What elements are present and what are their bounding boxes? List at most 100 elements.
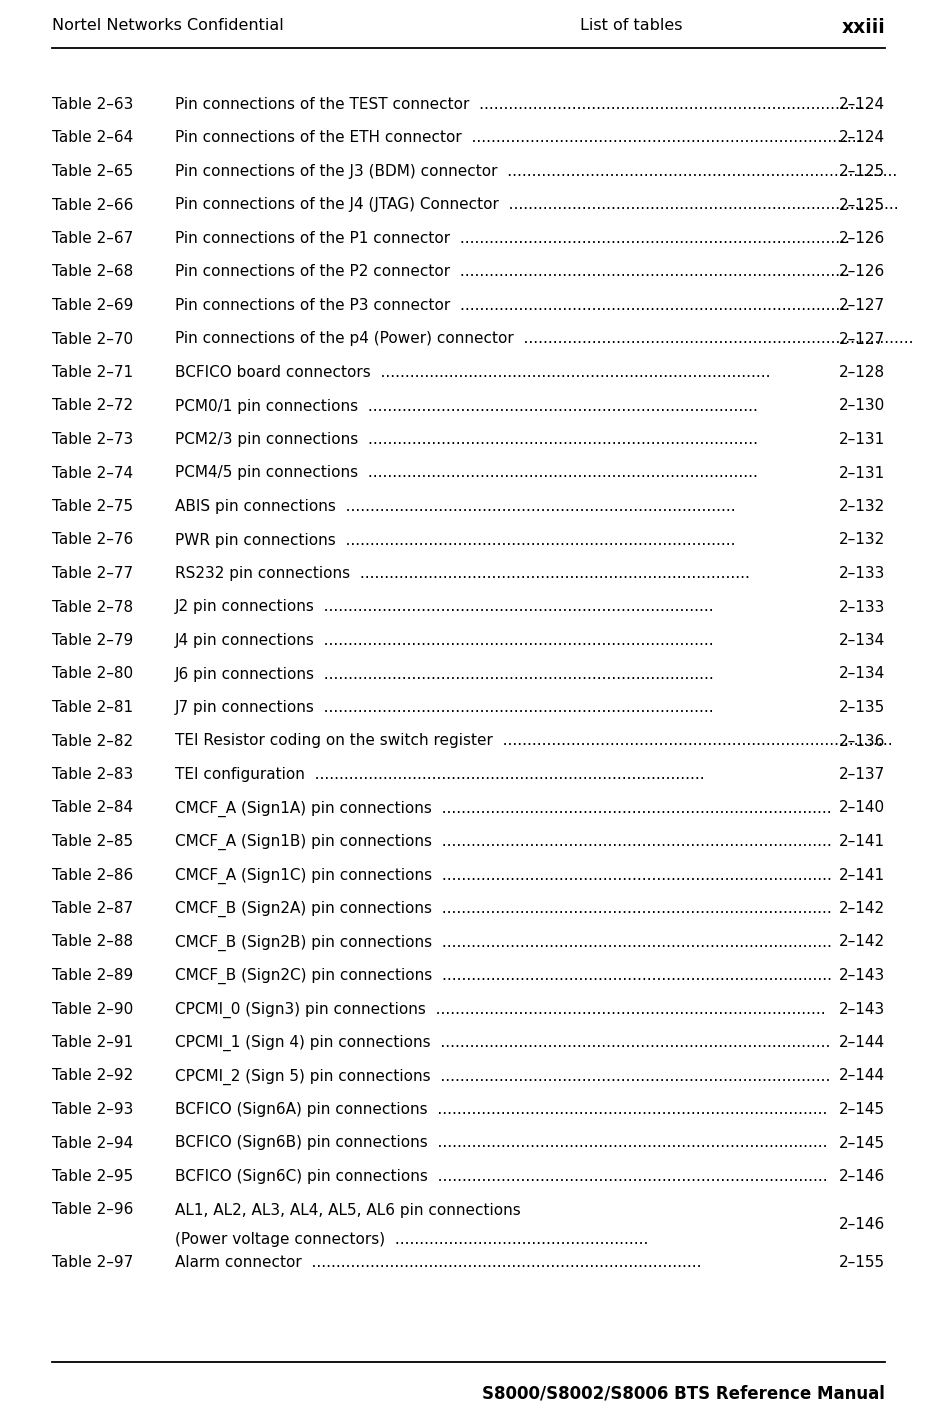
Text: Table 2–84: Table 2–84: [52, 800, 133, 816]
Text: Table 2–78: Table 2–78: [52, 600, 133, 614]
Text: 2–145: 2–145: [839, 1135, 885, 1151]
Text: 2–136: 2–136: [839, 733, 885, 749]
Text: CPCMI_0 (Sign3) pin connections  ...............................................: CPCMI_0 (Sign3) pin connections ........…: [175, 1002, 826, 1017]
Text: 2–128: 2–128: [839, 365, 885, 379]
Text: 2–143: 2–143: [839, 1002, 885, 1016]
Text: 2–127: 2–127: [839, 331, 885, 347]
Text: CPCMI_1 (Sign 4) pin connections  ..............................................: CPCMI_1 (Sign 4) pin connections .......…: [175, 1034, 830, 1052]
Text: Table 2–87: Table 2–87: [52, 901, 133, 917]
Text: AL1, AL2, AL3, AL4, AL5, AL6 pin connections: AL1, AL2, AL3, AL4, AL5, AL6 pin connect…: [175, 1202, 521, 1218]
Text: ABIS pin connections  ..........................................................: ABIS pin connections ...................…: [175, 499, 735, 514]
Text: Table 2–90: Table 2–90: [52, 1002, 133, 1016]
Text: 2–144: 2–144: [839, 1034, 885, 1050]
Text: BCFICO board connectors  .......................................................: BCFICO board connectors ................…: [175, 365, 771, 379]
Text: 2–143: 2–143: [839, 968, 885, 983]
Text: J6 pin connections  ............................................................: J6 pin connections .....................…: [175, 666, 715, 682]
Text: 2–132: 2–132: [839, 499, 885, 514]
Text: Table 2–72: Table 2–72: [52, 398, 133, 414]
Text: 2–125: 2–125: [839, 198, 885, 213]
Text: 2–146: 2–146: [839, 1218, 885, 1232]
Text: Table 2–80: Table 2–80: [52, 666, 133, 682]
Text: TEI configuration  .............................................................: TEI configuration ......................…: [175, 767, 704, 782]
Text: J2 pin connections  ............................................................: J2 pin connections .....................…: [175, 600, 715, 614]
Text: Table 2–75: Table 2–75: [52, 499, 133, 514]
Text: 2–155: 2–155: [839, 1255, 885, 1270]
Text: 2–131: 2–131: [839, 466, 885, 480]
Text: RS232 pin connections  .........................................................: RS232 pin connections ..................…: [175, 566, 750, 581]
Text: Table 2–89: Table 2–89: [52, 968, 133, 983]
Text: BCFICO (Sign6A) pin connections  ...............................................: BCFICO (Sign6A) pin connections ........…: [175, 1103, 828, 1117]
Text: CMCF_A (Sign1B) pin connections  ...............................................: CMCF_A (Sign1B) pin connections ........…: [175, 834, 831, 850]
Text: 2–126: 2–126: [839, 264, 885, 280]
Text: Table 2–64: Table 2–64: [52, 131, 133, 145]
Text: S8000/S8002/S8006 BTS Reference Manual: S8000/S8002/S8006 BTS Reference Manual: [482, 1385, 885, 1403]
Text: Pin connections of the J4 (JTAG) Connector  ....................................: Pin connections of the J4 (JTAG) Connect…: [175, 198, 898, 213]
Text: 2–131: 2–131: [839, 432, 885, 448]
Text: Pin connections of the J3 (BDM) connector  .....................................: Pin connections of the J3 (BDM) connecto…: [175, 163, 898, 179]
Text: Table 2–85: Table 2–85: [52, 834, 133, 848]
Text: Table 2–95: Table 2–95: [52, 1169, 133, 1184]
Text: Alarm connector  ...............................................................: Alarm connector ........................…: [175, 1255, 702, 1270]
Text: CMCF_A (Sign1A) pin connections  ...............................................: CMCF_A (Sign1A) pin connections ........…: [175, 800, 831, 817]
Text: Pin connections of the p4 (Power) connector  ...................................: Pin connections of the p4 (Power) connec…: [175, 331, 913, 347]
Text: 2–134: 2–134: [839, 666, 885, 682]
Text: (Power voltage connectors)  ....................................................: (Power voltage connectors) .............…: [175, 1232, 648, 1248]
Text: CMCF_B (Sign2A) pin connections  ...............................................: CMCF_B (Sign2A) pin connections ........…: [175, 901, 831, 917]
Text: 2–132: 2–132: [839, 533, 885, 547]
Text: 2–124: 2–124: [839, 131, 885, 145]
Text: Pin connections of the P3 connector  ...........................................: Pin connections of the P3 connector ....…: [175, 298, 850, 313]
Text: 2–130: 2–130: [839, 398, 885, 414]
Text: Table 2–67: Table 2–67: [52, 232, 133, 246]
Text: Table 2–68: Table 2–68: [52, 264, 133, 280]
Text: Table 2–83: Table 2–83: [52, 767, 133, 782]
Text: CPCMI_2 (Sign 5) pin connections  ..............................................: CPCMI_2 (Sign 5) pin connections .......…: [175, 1069, 830, 1084]
Text: 2–137: 2–137: [839, 767, 885, 782]
Text: 2–135: 2–135: [839, 701, 885, 715]
Text: Pin connections of the P2 connector  ...........................................: Pin connections of the P2 connector ....…: [175, 264, 850, 280]
Text: Table 2–76: Table 2–76: [52, 533, 133, 547]
Text: Table 2–63: Table 2–63: [52, 97, 133, 112]
Text: 2–141: 2–141: [839, 834, 885, 848]
Text: 2–134: 2–134: [839, 632, 885, 648]
Text: Table 2–70: Table 2–70: [52, 331, 133, 347]
Text: CMCF_A (Sign1C) pin connections  ...............................................: CMCF_A (Sign1C) pin connections ........…: [175, 867, 832, 884]
Text: List of tables: List of tables: [580, 18, 683, 33]
Text: CMCF_B (Sign2C) pin connections  ...............................................: CMCF_B (Sign2C) pin connections ........…: [175, 968, 832, 985]
Text: 2–124: 2–124: [839, 97, 885, 112]
Text: Pin connections of the TEST connector  .........................................: Pin connections of the TEST connector ..…: [175, 97, 870, 112]
Text: 2–125: 2–125: [839, 163, 885, 179]
Text: Table 2–77: Table 2–77: [52, 566, 133, 581]
Text: Table 2–69: Table 2–69: [52, 298, 133, 313]
Text: 2–145: 2–145: [839, 1103, 885, 1117]
Text: 2–146: 2–146: [839, 1169, 885, 1184]
Text: PWR pin connections  ...........................................................: PWR pin connections ....................…: [175, 533, 735, 547]
Text: 2–142: 2–142: [839, 901, 885, 917]
Text: Table 2–81: Table 2–81: [52, 701, 133, 715]
Text: Table 2–74: Table 2–74: [52, 466, 133, 480]
Text: TEI Resistor coding on the switch register  ....................................: TEI Resistor coding on the switch regist…: [175, 733, 893, 749]
Text: Table 2–94: Table 2–94: [52, 1135, 133, 1151]
Text: 2–126: 2–126: [839, 232, 885, 246]
Text: PCM0/1 pin connections  ........................................................: PCM0/1 pin connections .................…: [175, 398, 758, 414]
Text: J4 pin connections  ............................................................: J4 pin connections .....................…: [175, 632, 715, 648]
Text: BCFICO (Sign6C) pin connections  ...............................................: BCFICO (Sign6C) pin connections ........…: [175, 1169, 828, 1184]
Text: CMCF_B (Sign2B) pin connections  ...............................................: CMCF_B (Sign2B) pin connections ........…: [175, 935, 832, 951]
Text: 2–141: 2–141: [839, 867, 885, 882]
Text: Table 2–93: Table 2–93: [52, 1103, 133, 1117]
Text: 2–142: 2–142: [839, 935, 885, 949]
Text: Table 2–65: Table 2–65: [52, 163, 133, 179]
Text: Table 2–97: Table 2–97: [52, 1255, 133, 1270]
Text: Table 2–79: Table 2–79: [52, 632, 133, 648]
Text: Table 2–92: Table 2–92: [52, 1069, 133, 1083]
Text: 2–144: 2–144: [839, 1069, 885, 1083]
Text: 2–140: 2–140: [839, 800, 885, 816]
Text: Table 2–71: Table 2–71: [52, 365, 133, 379]
Text: Table 2–91: Table 2–91: [52, 1034, 133, 1050]
Text: Table 2–66: Table 2–66: [52, 198, 133, 213]
Text: 2–133: 2–133: [839, 566, 885, 581]
Text: Table 2–88: Table 2–88: [52, 935, 133, 949]
Text: 2–127: 2–127: [839, 298, 885, 313]
Text: Table 2–96: Table 2–96: [52, 1202, 133, 1218]
Text: Table 2–86: Table 2–86: [52, 867, 133, 882]
Text: Nortel Networks Confidential: Nortel Networks Confidential: [52, 18, 284, 33]
